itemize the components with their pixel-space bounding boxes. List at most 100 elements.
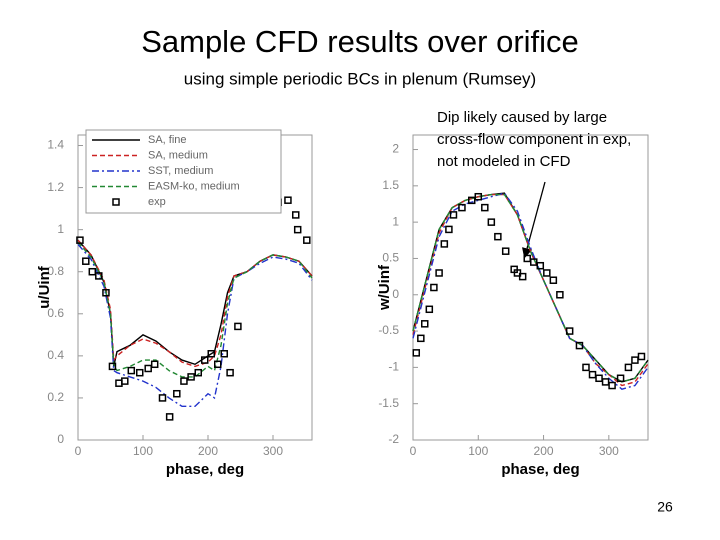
exp-point <box>595 374 603 383</box>
exp-point <box>501 247 510 255</box>
exp-point <box>556 291 564 299</box>
series-line <box>77 243 313 408</box>
exp-point <box>601 378 610 386</box>
exp-point <box>494 232 502 241</box>
exp-point <box>144 364 152 373</box>
exp-point <box>458 203 466 212</box>
exp-point <box>582 363 590 372</box>
x-tick-label: 300 <box>263 444 283 458</box>
exp-point <box>201 356 209 364</box>
exp-point <box>518 272 527 281</box>
annotation: Dip likely caused by large <box>437 109 607 126</box>
y-tick-label: 0.8 <box>47 264 64 278</box>
y-tick-label: -2 <box>388 432 399 446</box>
y-axis-label: u/Uinf <box>36 265 53 308</box>
y-tick-label: 0.5 <box>382 251 399 265</box>
series-line <box>412 192 649 390</box>
exp-point <box>187 373 195 381</box>
exp-point <box>150 360 159 369</box>
exp-point <box>108 362 117 371</box>
legend-swatch <box>112 198 120 206</box>
legend-label: EASM-ko, medium <box>148 180 240 192</box>
exp-point <box>536 261 545 270</box>
exp-point <box>127 366 136 375</box>
legend-label: SA, medium <box>148 149 208 161</box>
exp-point <box>136 368 144 377</box>
y-tick-label: 0.6 <box>47 306 64 320</box>
y-tick-label: 0.2 <box>47 390 64 404</box>
exp-point <box>165 413 174 421</box>
series-line <box>412 193 649 383</box>
y-tick-label: 0 <box>392 287 399 301</box>
y-tick-label: -1.5 <box>378 396 399 410</box>
x-tick-label: 0 <box>410 444 417 458</box>
x-tick-label: 200 <box>198 444 218 458</box>
y-tick-label: 1.2 <box>47 180 64 194</box>
y-tick-label: 1.5 <box>382 178 399 192</box>
exp-point <box>102 289 110 297</box>
y-tick-label: -1 <box>388 360 399 374</box>
exp-point <box>412 349 421 357</box>
exp-point <box>425 305 434 314</box>
x-tick-label: 100 <box>133 444 153 458</box>
y-tick-label: 0.4 <box>47 348 64 362</box>
x-tick-label: 100 <box>468 444 488 458</box>
exp-point <box>292 211 300 219</box>
exp-point <box>631 356 639 364</box>
exp-point <box>624 363 633 372</box>
slide-subtitle: using simple periodic BCs in plenum (Rum… <box>184 69 536 88</box>
x-axis-label: phase, deg <box>166 461 244 478</box>
exp-point <box>549 276 558 284</box>
legend-label: SST, medium <box>148 165 213 177</box>
exp-point <box>616 374 625 383</box>
exp-point <box>76 236 84 244</box>
exp-point <box>115 379 123 387</box>
series-line <box>77 239 313 368</box>
y-tick-label: -0.5 <box>378 323 399 337</box>
annotation: not modeled in CFD <box>437 153 571 170</box>
exp-point <box>430 283 438 292</box>
exp-point <box>121 377 129 385</box>
plot-frame <box>412 134 649 441</box>
exp-point <box>445 225 453 234</box>
exp-point <box>180 377 188 385</box>
exp-point <box>608 381 616 390</box>
exp-point <box>474 192 483 201</box>
y-axis-label: w/Uinf <box>376 264 393 311</box>
exp-point <box>435 269 443 277</box>
exp-point <box>220 350 228 358</box>
exp-point <box>173 389 181 398</box>
exp-point <box>575 341 584 350</box>
y-tick-label: 2 <box>392 142 399 156</box>
y-tick-label: 1.4 <box>47 138 64 152</box>
y-tick-label: 0 <box>57 432 64 446</box>
exp-point <box>214 360 222 369</box>
x-tick-label: 0 <box>75 444 82 458</box>
annotation: cross-flow component in exp, <box>437 131 631 148</box>
exp-point <box>637 352 646 361</box>
exp-point <box>194 368 202 377</box>
y-tick-label: 1 <box>392 214 399 228</box>
exp-point <box>449 211 458 219</box>
x-tick-label: 200 <box>534 444 554 458</box>
exp-point <box>487 218 496 226</box>
exp-point <box>523 254 531 263</box>
exp-point <box>226 368 234 377</box>
legend-label: exp <box>148 196 166 208</box>
exp-point <box>82 257 90 265</box>
x-tick-label: 300 <box>599 444 619 458</box>
exp-point <box>588 370 597 379</box>
series-line <box>412 192 649 383</box>
series-line <box>412 193 649 387</box>
exp-point <box>543 269 551 277</box>
exp-point <box>565 327 574 335</box>
exp-point <box>284 196 292 204</box>
series-line <box>77 241 313 378</box>
legend-label: SA, fine <box>148 134 187 146</box>
exp-point <box>481 203 489 212</box>
exp-point <box>417 334 425 343</box>
page-number: 26 <box>657 499 673 515</box>
x-axis-label: phase, deg <box>501 461 579 478</box>
exp-point <box>95 272 103 280</box>
